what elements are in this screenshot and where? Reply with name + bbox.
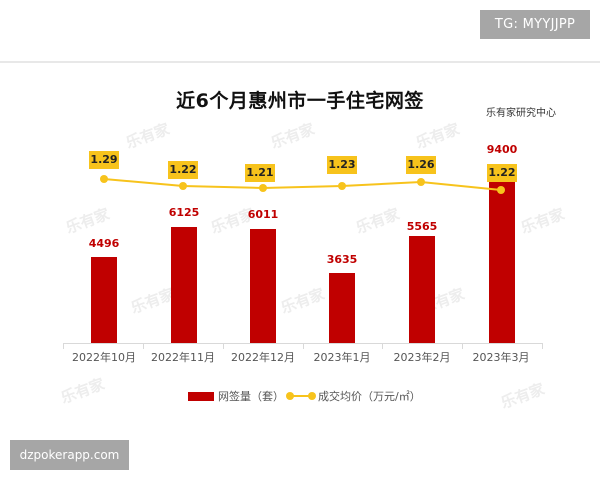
chart-title: 近6个月惠州市一手住宅网签 <box>176 90 424 112</box>
bar-value-label: 5565 <box>406 220 438 233</box>
bar-value-label: 9400 <box>486 143 518 156</box>
x-tick-label: 2022年12月 <box>231 351 295 364</box>
bar-value-label: 3635 <box>326 253 358 266</box>
bar-2023-03 <box>489 182 515 343</box>
axis-tick <box>462 343 463 349</box>
divider <box>0 61 600 63</box>
x-tick-label: 2023年2月 <box>393 351 451 364</box>
x-tick-label: 2023年1月 <box>313 351 371 364</box>
legend-bar-swatch-icon <box>188 391 214 401</box>
bar-value-label: 6011 <box>247 208 279 221</box>
bar-value-label: 4496 <box>88 237 120 250</box>
bar-2022-12 <box>250 229 276 343</box>
bar-2022-11 <box>171 227 197 343</box>
price-label: 1.22 <box>168 161 198 179</box>
chart-legend: 网签量（套） 成交均价（万元/㎡） <box>188 388 421 404</box>
price-label: 1.26 <box>406 156 436 174</box>
axis-tick <box>382 343 383 349</box>
site-badge: dzpokerapp.com <box>10 440 129 470</box>
axis-tick <box>542 343 543 349</box>
tg-badge: TG: MYYJJPP <box>480 10 590 39</box>
bar-2023-01 <box>329 273 355 343</box>
bar-value-label: 6125 <box>168 206 200 219</box>
price-label: 1.23 <box>327 156 357 174</box>
legend-line-swatch-icon <box>286 391 316 401</box>
legend-bar-label: 网签量（套） <box>218 390 284 403</box>
bar-2022-10 <box>91 257 117 343</box>
axis-tick <box>63 343 64 349</box>
x-tick-label: 2022年10月 <box>72 351 136 364</box>
price-label: 1.22 <box>487 164 517 182</box>
x-tick-label: 2022年11月 <box>151 351 215 364</box>
chart-source: 乐有家研究中心 <box>486 108 556 119</box>
x-tick-label: 2023年3月 <box>472 351 530 364</box>
price-label: 1.29 <box>89 151 119 169</box>
bar-2023-02 <box>409 236 435 343</box>
axis-tick <box>143 343 144 349</box>
price-label: 1.21 <box>245 164 275 182</box>
legend-line-label: 成交均价（万元/㎡） <box>318 390 421 403</box>
axis-tick <box>303 343 304 349</box>
axis-tick <box>223 343 224 349</box>
